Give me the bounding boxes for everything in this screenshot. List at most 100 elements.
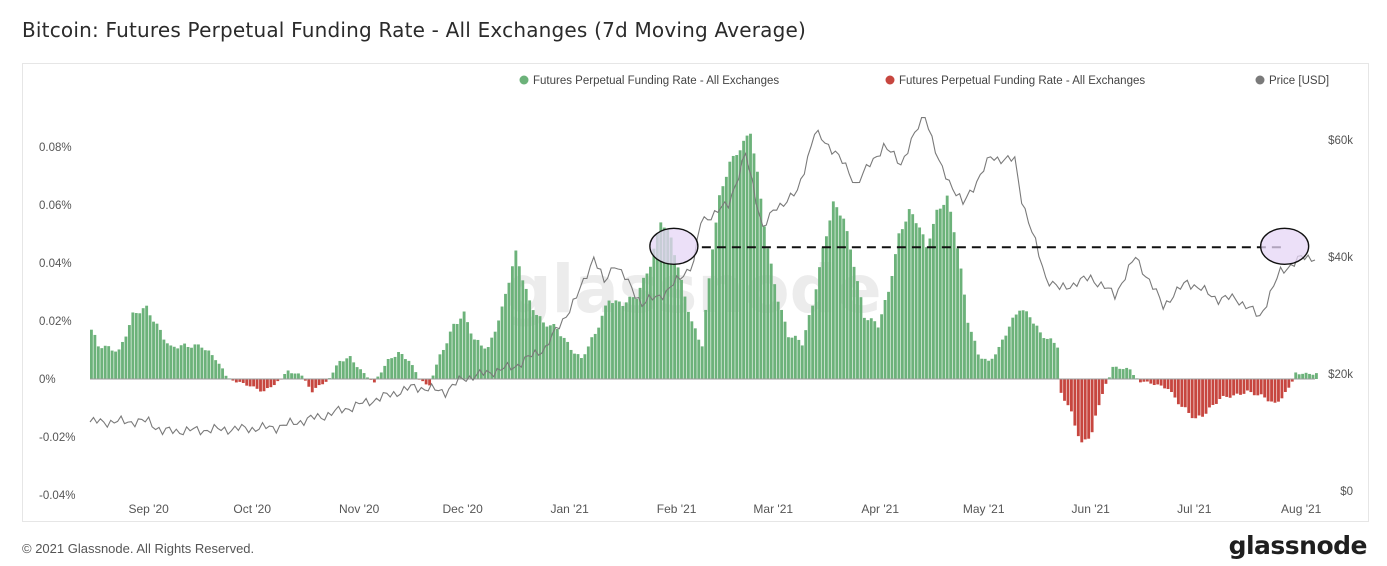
funding-rate-bar: [1132, 375, 1135, 379]
funding-rate-bar: [448, 331, 452, 379]
funding-rate-bar: [1045, 338, 1049, 379]
funding-rate-bar: [1028, 317, 1032, 379]
funding-rate-bar: [331, 372, 335, 379]
funding-rate-bar: [203, 350, 207, 379]
funding-rate-bar: [1218, 379, 1222, 400]
legend-marker: [1255, 75, 1265, 85]
funding-rate-bar: [121, 341, 124, 379]
funding-rate-bar: [1025, 311, 1028, 379]
x-tick-label: Nov '20: [339, 502, 380, 516]
funding-rate-bar: [127, 325, 131, 379]
funding-rate-bar: [290, 373, 293, 379]
funding-rate-bar: [990, 358, 994, 379]
funding-rate-bar: [386, 359, 390, 379]
funding-rate-bar: [838, 215, 842, 379]
chart-panel: glassnode -0.04% -0.02% 0% 0.02% 0.04% 0.06% 0.…: [22, 63, 1369, 522]
legend-label: Price [USD]: [1269, 75, 1329, 87]
funding-rate-bar: [210, 355, 214, 379]
funding-rate-bar: [793, 335, 797, 379]
funding-rate-bar: [628, 296, 632, 379]
funding-rate-bar: [1152, 379, 1156, 386]
funding-rate-bar: [1201, 379, 1204, 417]
x-tick-label: Aug '21: [1281, 502, 1322, 516]
y-left-tick-label: 0.08%: [39, 142, 72, 154]
funding-rate-bar: [272, 379, 276, 386]
funding-rate-bar: [818, 267, 821, 379]
funding-rate-bar: [1156, 379, 1160, 385]
funding-rate-bar: [652, 248, 656, 379]
x-tick-label: Apr '21: [861, 502, 899, 516]
funding-rate-bar: [983, 358, 987, 379]
x-tick-label: Jan '21: [550, 502, 589, 516]
funding-rate-bar: [490, 337, 494, 379]
funding-rate-bar: [1304, 372, 1308, 379]
funding-rate-bar: [424, 379, 428, 385]
funding-rate-bar: [945, 195, 949, 379]
funding-rate-bar: [600, 315, 604, 379]
funding-rate-bar: [966, 322, 970, 379]
funding-rate-bar: [566, 341, 570, 379]
funding-rate-bar: [876, 327, 880, 379]
funding-rate-bar: [887, 291, 890, 379]
funding-rate-bar: [894, 254, 897, 379]
funding-rate-bar: [1187, 379, 1191, 413]
funding-rate-bar: [1076, 379, 1080, 437]
funding-rate-bar: [414, 372, 418, 379]
funding-rate-bar: [1232, 379, 1236, 396]
funding-rate-bar: [1270, 379, 1273, 402]
funding-rate-bar: [804, 330, 808, 379]
funding-rate-bar: [245, 379, 249, 386]
funding-rate-bar: [783, 321, 787, 379]
funding-rate-bar: [234, 379, 238, 383]
funding-rate-bar: [131, 312, 135, 379]
funding-rate-bar: [825, 236, 828, 379]
funding-rate-bar: [569, 349, 573, 379]
funding-rate-bar: [307, 379, 311, 387]
funding-rate-bar: [745, 135, 749, 379]
funding-rate-bar: [531, 310, 535, 379]
funding-rate-bar: [1090, 379, 1094, 433]
funding-rate-bar: [214, 360, 218, 379]
y-right-tick-label: $20k: [1328, 369, 1353, 381]
funding-rate-bar: [397, 352, 400, 379]
funding-rate-bar: [169, 345, 173, 379]
funding-rate-bar: [724, 176, 728, 379]
funding-rate-bar: [483, 348, 487, 379]
funding-rate-bar: [248, 379, 252, 387]
funding-rate-bar: [497, 320, 501, 379]
funding-rate-bar: [176, 348, 180, 379]
funding-rate-bar: [559, 336, 563, 379]
funding-rate-bar: [383, 365, 387, 379]
funding-rate-bar: [221, 368, 224, 379]
funding-rate-bar: [190, 347, 193, 379]
funding-rate-bar: [159, 329, 162, 379]
funding-rate-bar: [918, 227, 922, 379]
funding-rate-bar: [535, 314, 538, 379]
x-tick-label: Feb '21: [657, 502, 697, 516]
y-left-tick-label: 0.06%: [39, 200, 72, 212]
funding-rate-bar: [90, 329, 93, 379]
funding-rate-bar: [704, 309, 708, 379]
funding-rate-bar: [742, 140, 746, 379]
funding-rate-bar: [766, 248, 770, 379]
funding-rate-bar: [787, 337, 790, 379]
funding-rate-bar: [859, 297, 863, 379]
funding-rate-bar: [317, 379, 321, 386]
funding-rate-bar: [404, 359, 407, 379]
funding-rate-bar: [731, 155, 735, 379]
funding-rate-bar: [1225, 379, 1229, 397]
funding-rate-bar: [521, 280, 525, 379]
funding-rate-bar: [700, 346, 704, 379]
funding-rate-bar: [372, 379, 376, 383]
funding-rate-bar: [928, 238, 932, 379]
funding-rate-bar: [759, 198, 763, 379]
x-tick-label: Dec '20: [443, 502, 484, 516]
x-tick-label: Mar '21: [753, 502, 793, 516]
funding-rate-bar: [300, 375, 304, 379]
funding-rate-bar: [1087, 379, 1091, 439]
funding-rate-bar: [807, 315, 811, 379]
funding-rate-bar: [604, 305, 607, 379]
funding-rate-bar: [614, 300, 618, 379]
funding-rate-bar: [673, 255, 677, 379]
funding-rate-bar: [711, 249, 714, 379]
